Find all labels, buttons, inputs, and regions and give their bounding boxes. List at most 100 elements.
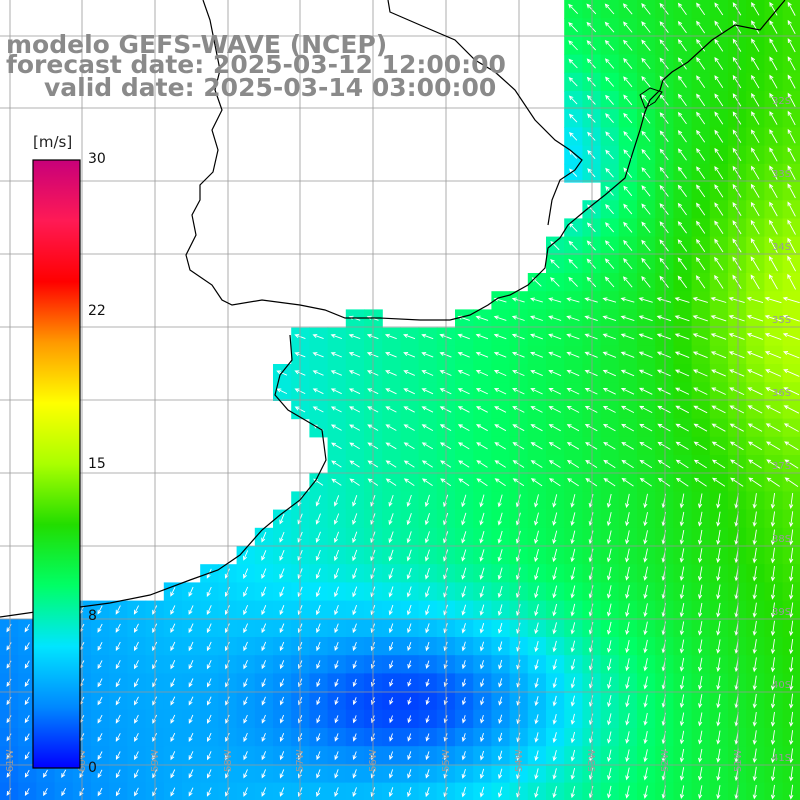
wind-arrow — [625, 530, 630, 545]
wind-arrow — [787, 1, 796, 16]
wind-arrow — [568, 276, 578, 287]
wind-arrow — [638, 351, 653, 358]
wind-arrow — [623, 257, 633, 270]
wind-arrow — [643, 694, 648, 708]
wind-arrow — [643, 658, 648, 672]
wind-arrow — [783, 387, 800, 396]
wind-arrow — [330, 424, 342, 431]
wind-arrow — [243, 568, 249, 579]
wind-arrow — [424, 512, 430, 526]
wind-arrow — [534, 640, 539, 653]
speed-cell — [782, 254, 800, 274]
wind-arrow — [620, 333, 635, 340]
wind-arrow — [789, 638, 794, 655]
wind-arrow — [24, 751, 30, 760]
wind-arrow — [42, 769, 48, 778]
wind-arrow — [625, 658, 630, 672]
speed-cell — [782, 127, 800, 147]
wind-arrow — [530, 333, 543, 340]
wind-arrow — [675, 387, 690, 395]
wind-arrow — [769, 38, 778, 53]
wind-arrow — [552, 732, 557, 744]
wind-arrow — [534, 548, 539, 563]
wind-arrow — [692, 315, 708, 322]
wind-arrow — [641, 130, 651, 142]
wind-arrow — [206, 751, 212, 761]
wind-arrow — [603, 459, 616, 469]
wind-arrow — [279, 714, 285, 724]
wind-arrow — [352, 604, 358, 616]
wind-arrow — [696, 111, 706, 125]
wind-arrow — [787, 56, 796, 71]
wind-arrow — [548, 424, 561, 432]
wind-arrow — [534, 585, 539, 599]
wind-arrow — [388, 549, 394, 562]
longitude-label: 60W — [77, 749, 88, 772]
wind-arrow — [316, 733, 321, 742]
wind-arrow — [550, 277, 560, 287]
wind-arrow — [782, 332, 800, 341]
wind-arrow — [312, 370, 324, 376]
wind-arrow — [261, 568, 267, 579]
wind-arrow — [643, 639, 648, 654]
wind-arrow — [134, 678, 139, 688]
latitude-label: 39S — [772, 607, 791, 618]
wind-arrow — [348, 352, 361, 358]
wind-arrow — [331, 460, 342, 468]
wind-arrow — [385, 352, 397, 358]
wind-arrow — [497, 549, 503, 562]
wind-arrow — [746, 314, 764, 322]
wind-arrow — [566, 297, 580, 303]
wind-arrow — [789, 565, 794, 582]
longitude-label: 56W — [368, 749, 379, 772]
wind-arrow — [695, 256, 706, 271]
wind-arrow — [714, 165, 724, 180]
wind-arrow — [352, 586, 358, 598]
wind-arrow — [752, 529, 757, 546]
wind-arrow — [714, 256, 724, 271]
wind-arrow — [476, 460, 488, 468]
wind-arrow — [261, 714, 266, 724]
wind-arrow — [586, 3, 597, 15]
wind-arrow — [243, 586, 249, 598]
wind-arrow — [480, 714, 485, 724]
wind-arrow — [421, 424, 434, 431]
wind-arrow — [623, 167, 633, 178]
wind-arrow — [498, 732, 503, 743]
wind-arrow — [243, 641, 248, 652]
wind-arrow — [475, 351, 489, 358]
wind-arrow — [498, 714, 503, 725]
wind-arrow — [769, 147, 778, 162]
wind-arrow — [679, 676, 685, 690]
wind-arrow — [697, 621, 703, 636]
wind-arrow — [677, 2, 687, 15]
wind-arrow — [697, 657, 703, 672]
wind-arrow — [134, 641, 139, 652]
wind-arrow — [115, 623, 121, 633]
wind-arrow — [789, 584, 794, 600]
wind-arrow — [732, 165, 742, 180]
wind-arrow — [279, 531, 285, 543]
wind-arrow — [261, 660, 267, 670]
wind-arrow — [783, 405, 800, 414]
wind-arrow — [479, 604, 485, 616]
wind-arrow — [385, 442, 397, 450]
wind-arrow — [602, 297, 617, 303]
wind-arrow — [170, 732, 176, 743]
speed-cell — [782, 218, 800, 238]
wind-arrow — [789, 784, 794, 800]
wind-arrow — [170, 714, 176, 724]
wind-arrow — [334, 787, 339, 797]
wind-arrow — [548, 351, 562, 358]
wind-arrow — [620, 351, 635, 358]
wind-arrow — [385, 460, 397, 468]
wind-arrow — [750, 165, 760, 180]
wind-arrow — [316, 678, 321, 688]
wind-arrow — [243, 660, 248, 670]
wind-arrow — [385, 370, 397, 376]
wind-arrow — [115, 733, 121, 742]
wind-arrow — [769, 237, 778, 253]
wind-arrow — [789, 620, 794, 637]
wind-arrow — [170, 623, 176, 634]
wind-arrow — [674, 297, 690, 303]
